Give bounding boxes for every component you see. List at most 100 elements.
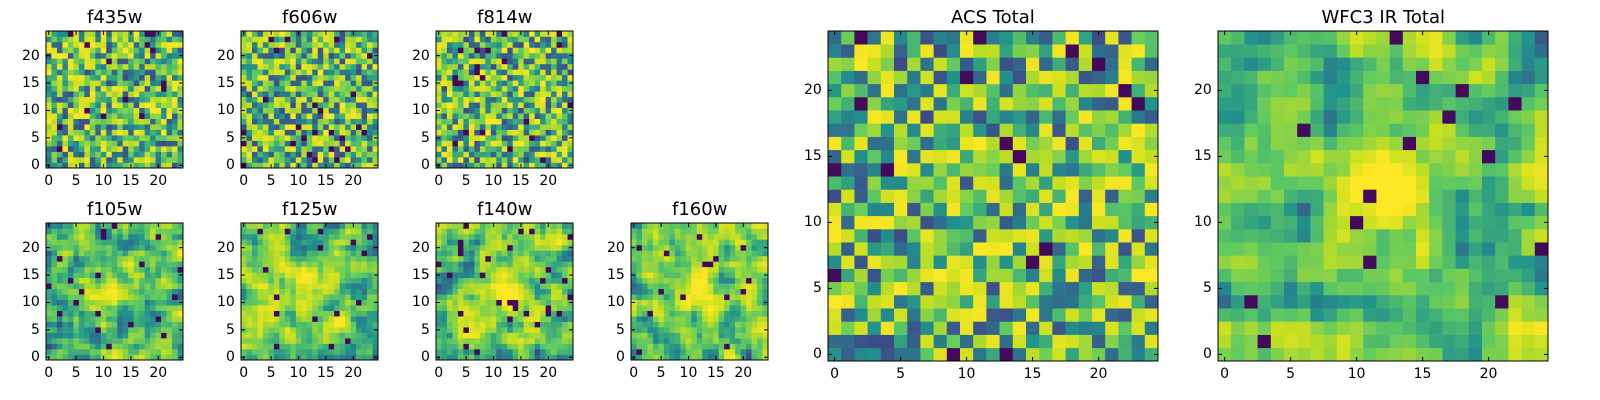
heatmap-cell xyxy=(474,96,481,103)
heatmap-cell xyxy=(751,316,758,322)
heatmap-cell xyxy=(518,327,524,333)
heatmap-cell xyxy=(518,277,524,284)
heatmap-cell xyxy=(345,85,351,92)
heatmap-cell xyxy=(463,47,470,54)
heatmap-cell xyxy=(452,157,459,163)
heatmap-cell xyxy=(317,140,324,147)
heatmap-cell xyxy=(334,36,340,43)
heatmap-cell xyxy=(117,47,124,54)
heatmap-cell xyxy=(361,118,368,125)
heatmap-cell xyxy=(372,74,379,81)
heatmap-cell xyxy=(273,129,280,136)
heatmap-cell xyxy=(512,338,519,344)
heatmap-cell xyxy=(262,250,269,257)
heatmap-cell xyxy=(663,327,670,333)
heatmap-cell xyxy=(436,288,442,295)
heatmap-cell xyxy=(960,176,974,190)
heatmap-cell xyxy=(155,250,162,257)
heatmap-cell xyxy=(523,338,530,344)
heatmap-cell xyxy=(757,321,763,328)
heatmap-cell xyxy=(268,47,275,54)
heatmap-cell xyxy=(446,102,453,109)
heatmap-cell xyxy=(251,244,258,251)
heatmap-cell xyxy=(361,162,368,169)
heatmap-cell xyxy=(268,261,275,268)
heatmap-cell xyxy=(273,157,280,163)
heatmap-cell xyxy=(350,277,357,284)
heatmap-cell xyxy=(84,332,91,339)
heatmap-cell xyxy=(350,299,357,306)
heatmap-cell xyxy=(713,283,719,290)
heatmap-cell xyxy=(306,244,313,251)
heatmap-cell xyxy=(540,118,546,125)
heatmap-cell xyxy=(161,118,167,125)
heatmap-cell xyxy=(647,288,654,295)
heatmap-cell xyxy=(946,189,961,203)
heatmap-cell xyxy=(674,283,681,290)
heatmap-cell xyxy=(894,229,908,243)
heatmap-cell xyxy=(84,74,91,81)
heatmap-cell xyxy=(446,277,453,284)
heatmap-cell xyxy=(933,281,948,296)
heatmap-cell xyxy=(636,244,643,251)
heatmap-cell xyxy=(290,162,297,169)
heatmap-cell xyxy=(328,107,335,114)
heatmap-cell xyxy=(312,52,319,59)
heatmap-cell xyxy=(518,107,524,114)
heatmap-cell xyxy=(685,255,692,262)
heatmap-cell xyxy=(73,135,80,141)
heatmap-cell xyxy=(172,91,178,98)
heatmap-cell xyxy=(479,162,486,169)
heatmap-cell xyxy=(523,283,530,290)
heatmap-cell xyxy=(89,316,96,322)
heatmap-cell xyxy=(100,157,107,163)
heatmap-cell xyxy=(518,52,524,59)
heatmap-cell xyxy=(562,310,568,317)
heatmap-cell xyxy=(556,277,563,284)
heatmap-cell xyxy=(279,283,286,290)
heatmap-cell xyxy=(652,338,659,344)
heatmap-cell xyxy=(367,118,373,125)
heatmap-cell xyxy=(295,233,302,240)
heatmap-cell xyxy=(339,255,346,262)
heatmap-cell xyxy=(567,31,574,37)
heatmap-cell xyxy=(257,266,264,273)
heatmap-cell xyxy=(56,140,63,147)
heatmap-cell xyxy=(89,250,96,257)
heatmap-cell xyxy=(323,310,329,317)
heatmap-cell xyxy=(150,91,156,98)
heatmap-cell xyxy=(658,277,665,284)
heatmap-cell xyxy=(479,107,486,114)
heatmap-cell xyxy=(474,354,481,361)
heatmap-cell xyxy=(328,124,335,130)
heatmap-cell xyxy=(89,338,96,344)
heatmap-cell xyxy=(523,63,530,70)
heatmap-cell xyxy=(436,129,442,136)
heatmap-cell xyxy=(246,118,253,125)
heatmap-cell xyxy=(312,41,319,48)
heatmap-cell xyxy=(512,107,519,114)
heatmap-cell xyxy=(312,129,319,136)
heatmap-cell xyxy=(268,41,275,48)
heatmap-cell xyxy=(95,332,102,339)
heatmap-cell xyxy=(350,151,357,158)
heatmap-cell xyxy=(518,294,524,301)
heatmap-cell xyxy=(84,69,91,76)
heatmap-cell xyxy=(172,47,178,54)
heatmap-cell xyxy=(485,107,492,114)
heatmap-cell xyxy=(718,233,725,240)
heatmap-cell xyxy=(468,223,475,229)
heatmap-cell xyxy=(268,91,275,98)
heatmap-cell xyxy=(128,349,134,355)
heatmap-cell xyxy=(290,85,297,92)
heatmap-cell xyxy=(95,85,102,92)
heatmap-cell xyxy=(273,321,280,328)
heatmap-cell xyxy=(78,146,85,152)
heatmap-cell xyxy=(523,129,530,136)
heatmap-cell xyxy=(166,228,173,235)
heatmap-cell xyxy=(740,332,747,339)
heatmap-cell xyxy=(312,261,319,268)
heatmap-cell xyxy=(1092,295,1106,309)
heatmap-cell xyxy=(556,151,563,158)
heatmap-cell xyxy=(441,124,448,130)
